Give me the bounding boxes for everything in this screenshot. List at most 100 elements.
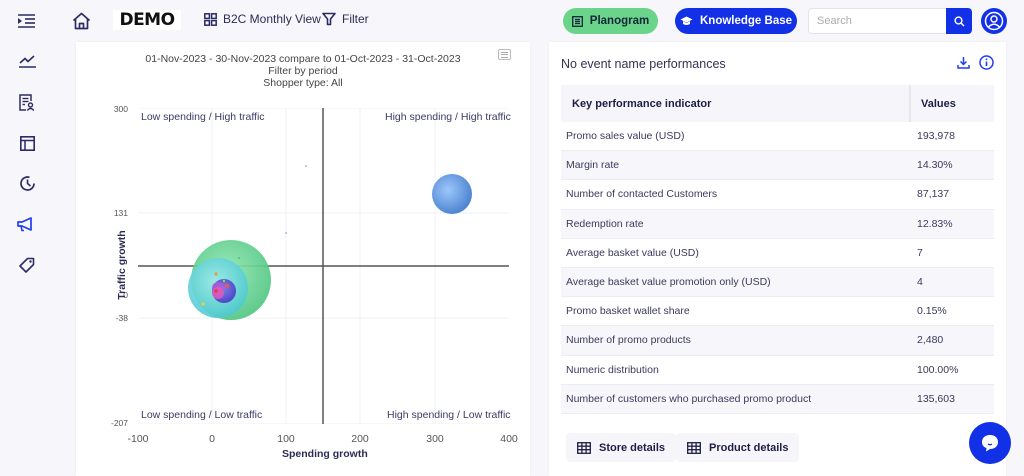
kpi-value: 193,978 — [917, 130, 955, 143]
x-axis-title: Spending growth — [282, 448, 368, 460]
store-details-label: Store details — [599, 441, 666, 454]
column-header-kpi[interactable]: Key performance indicator — [561, 85, 911, 122]
kpi-name: Promo sales value (USD) — [566, 130, 685, 143]
tag-icon — [19, 257, 35, 273]
chart-title-filter: Filter by period — [268, 65, 338, 77]
chart-menu-button[interactable] — [498, 49, 511, 60]
kpi-name: Average basket value promotion only (USD… — [566, 276, 771, 289]
grid-view-icon — [204, 12, 217, 26]
sidebar-item-tags[interactable] — [16, 254, 38, 276]
chat-support-button[interactable] — [969, 422, 1011, 464]
layout-icon — [19, 135, 35, 151]
table-row: Number of customers who purchased promo … — [561, 384, 994, 414]
filter-button[interactable]: Filter — [322, 12, 369, 26]
kpi-name: Average basket value (USD) — [566, 246, 699, 259]
table-row: Average basket value promotion only (USD… — [561, 267, 994, 298]
table-row: Promo basket wallet share 0.15% — [561, 297, 994, 327]
chat-bubble-icon — [982, 435, 998, 452]
x-tick: 400 — [500, 433, 518, 445]
kpi-panel: No event name performances Key performan… — [549, 42, 1006, 476]
kpi-value: 7 — [917, 246, 923, 259]
b2c-monthly-view-button[interactable]: B2C Monthly View — [204, 12, 321, 26]
megaphone-icon — [17, 216, 32, 231]
column-header-values[interactable]: Values — [921, 97, 956, 110]
search-bar — [808, 8, 972, 34]
y-tick: 0 — [123, 290, 128, 300]
store-details-button[interactable]: Store details — [566, 433, 677, 462]
filter-icon — [322, 12, 336, 26]
menu-expand-icon — [17, 14, 35, 28]
kpi-name: Number of promo products — [566, 334, 691, 347]
home-button[interactable] — [70, 10, 92, 32]
table-icon — [687, 441, 701, 454]
quadrant-label-top-left: Low spending / High traffic — [141, 111, 265, 123]
planogram-button[interactable]: Planogram — [563, 8, 658, 34]
search-input[interactable] — [808, 8, 946, 34]
table-row: Number of contacted Customers 87,137 — [561, 180, 994, 210]
knowledge-base-label: Knowledge Base — [699, 15, 793, 27]
table-row: Margin rate 14.30% — [561, 151, 994, 181]
x-tick: 100 — [277, 433, 295, 445]
product-details-button[interactable]: Product details — [676, 433, 800, 462]
y-tick: 131 — [113, 208, 128, 218]
sidebar-item-promotions[interactable] — [15, 213, 37, 235]
history-icon — [19, 175, 35, 191]
x-tick: -100 — [127, 433, 149, 445]
kpi-table: Key performance indicator Values Promo s… — [561, 85, 994, 414]
planogram-label: Planogram — [589, 15, 650, 27]
view-label: B2C Monthly View — [223, 12, 321, 26]
kpi-value: 12.83% — [917, 217, 953, 230]
table-row: Number of promo products 2,480 — [561, 326, 994, 356]
panel-title: No event name performances — [561, 57, 726, 71]
kpi-value: 14.30% — [917, 159, 953, 172]
trend-chart-icon — [18, 54, 36, 68]
x-tick: 0 — [209, 433, 215, 445]
kpi-value: 87,137 — [917, 188, 950, 201]
bubble-plot — [138, 108, 509, 424]
graduation-cap-icon — [680, 16, 693, 25]
kpi-name: Number of customers who purchased promo … — [566, 392, 812, 405]
chart-title-shopper-type: Shopper type: All — [263, 77, 343, 89]
report-user-icon — [19, 93, 35, 111]
kpi-name: Numeric distribution — [566, 363, 659, 376]
kpi-name: Margin rate — [566, 159, 620, 172]
table-row: Promo sales value (USD) 193,978 — [561, 122, 994, 152]
company-logo[interactable]: DEMO — [113, 10, 181, 30]
product-details-label: Product details — [709, 441, 789, 454]
sidebar-toggle-button[interactable] — [16, 11, 36, 31]
table-row: Average basket value (USD) 7 — [561, 239, 994, 268]
sidebar-item-trends[interactable] — [16, 50, 38, 72]
bubble-chart-card: 01-Nov-2023 - 30-Nov-2023 compare to 01-… — [76, 42, 530, 476]
table-body: Promo sales value (USD) 193,978 Margin ra… — [561, 122, 994, 414]
sidebar-item-layout[interactable] — [16, 132, 38, 154]
table-icon — [577, 441, 591, 454]
x-tick: 200 — [351, 433, 369, 445]
sidebar-item-reports[interactable] — [16, 91, 38, 113]
kpi-value: 4 — [917, 276, 923, 289]
x-tick: 300 — [426, 433, 444, 445]
top-bar: DEMO B2C Monthly View Filter Planogram K… — [0, 0, 1024, 42]
y-tick: -207 — [110, 418, 128, 428]
kpi-name: Promo basket wallet share — [566, 305, 690, 318]
y-tick: 300 — [113, 104, 128, 114]
kpi-value: 2,480 — [917, 334, 944, 347]
kpi-value: 0.15% — [917, 305, 947, 318]
table-row: Numeric distribution 100.00% — [561, 356, 994, 385]
kpi-name: Number of contacted Customers — [566, 188, 718, 201]
sidebar-item-history[interactable] — [16, 172, 38, 194]
user-avatar-button[interactable] — [981, 8, 1007, 34]
y-tick: -38 — [115, 313, 128, 323]
download-icon — [956, 56, 970, 69]
table-header: Key performance indicator Values — [561, 85, 994, 122]
sidebar — [0, 42, 52, 476]
user-icon — [984, 11, 1004, 31]
knowledge-base-button[interactable]: Knowledge Base — [675, 8, 797, 34]
search-button[interactable] — [946, 8, 972, 34]
home-icon — [72, 12, 90, 30]
table-row: Redemption rate 12.83% — [561, 209, 994, 239]
info-button[interactable] — [978, 54, 995, 71]
download-button[interactable] — [955, 54, 971, 70]
quadrant-label-bottom-left: Low spending / Low traffic — [141, 409, 263, 421]
kpi-value: 135,603 — [917, 392, 955, 405]
search-icon — [953, 15, 965, 27]
